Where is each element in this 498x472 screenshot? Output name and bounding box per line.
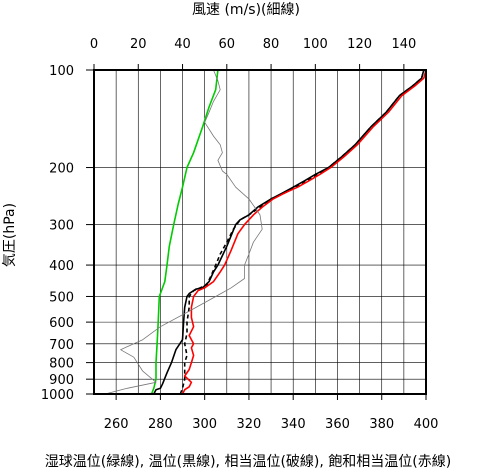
tick-label-x-bottom: 360 <box>325 417 350 432</box>
y-axis-label: 気圧(hPa) <box>2 203 18 267</box>
tick-label-y: 1000 <box>41 388 74 403</box>
tick-label-x-top: 140 <box>391 37 416 52</box>
tick-label-x-top: 20 <box>130 37 147 52</box>
plot-frame <box>93 69 427 395</box>
tick-label-x-top: 0 <box>90 37 98 52</box>
tick-label-y: 600 <box>49 316 74 331</box>
tick-label-x-bottom: 280 <box>148 417 173 432</box>
tick-label-y: 200 <box>49 162 74 177</box>
tick-label-x-top: 120 <box>347 37 372 52</box>
tick-label-y: 500 <box>49 290 74 305</box>
tick-label-y: 300 <box>49 219 74 234</box>
ticks: 260 280 300 320 340 360 380 400 0 20 40 60 80 100 120 1… <box>41 37 439 432</box>
tick-label-x-top: 60 <box>219 37 236 52</box>
tick-label-x-top: 80 <box>263 37 280 52</box>
tick-label-x-bottom: 340 <box>281 417 306 432</box>
tick-label-y: 700 <box>49 338 74 353</box>
tick-label-y: 400 <box>49 259 74 274</box>
series-line-相当温位 <box>179 69 425 395</box>
tick-label-y: 900 <box>49 373 74 388</box>
tick-label-y: 100 <box>49 64 74 79</box>
tick-label-x-bottom: 260 <box>104 417 129 432</box>
chart-title: 風速 (m/s)(細線) <box>192 2 300 18</box>
series-line-風速 <box>105 69 263 395</box>
tick-label-x-bottom: 300 <box>192 417 217 432</box>
grid <box>93 69 427 395</box>
series-line-湿球温位 <box>150 69 219 395</box>
tick-label-x-bottom: 400 <box>414 417 439 432</box>
x-axis-label: 湿球温位(緑線), 温位(黒線), 相当温位(破線), 飽和相当温位(赤線) <box>45 453 451 470</box>
tick-label-x-bottom: 320 <box>237 417 262 432</box>
series-line-飽和相当温位 <box>181 69 427 395</box>
series-layer <box>105 69 427 395</box>
series-line-温位 <box>153 69 425 395</box>
tick-label-x-top: 100 <box>303 37 328 52</box>
tick-label-x-top: 40 <box>174 37 191 52</box>
tick-label-x-bottom: 380 <box>369 417 394 432</box>
tick-label-y: 800 <box>49 357 74 372</box>
